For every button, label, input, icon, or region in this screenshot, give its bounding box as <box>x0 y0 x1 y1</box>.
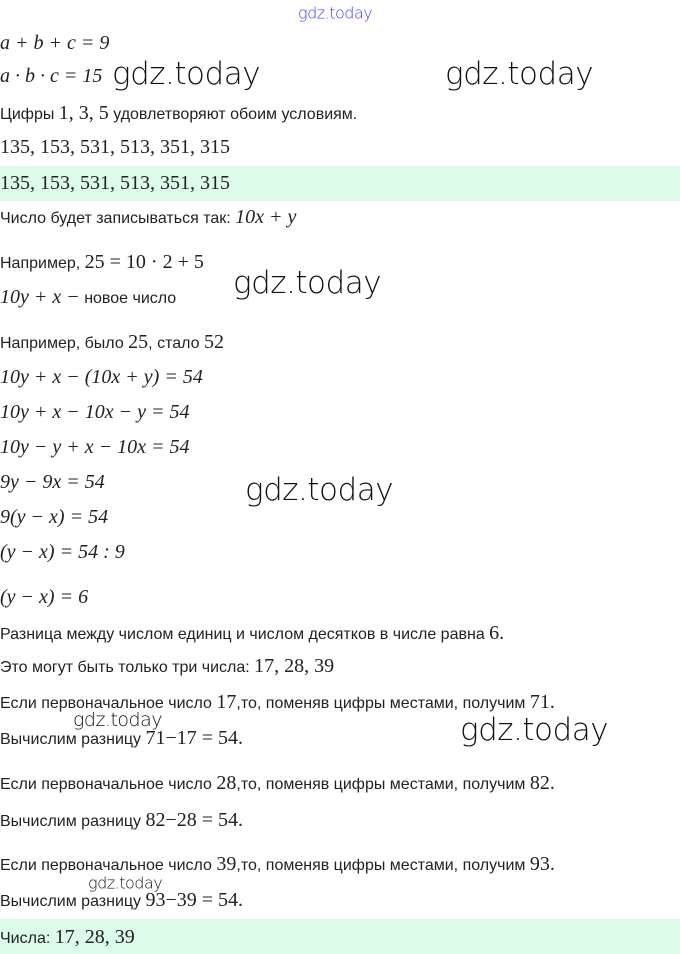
math-expression: 17, 28, 39 <box>54 926 135 948</box>
math-expression: 93. <box>529 853 555 875</box>
text-segment: ,то, поменяв цифры местами, получим <box>236 695 530 712</box>
math-expression: 25 = 10 · 2 + 5 <box>84 251 204 273</box>
watermark: gdz.today <box>460 712 609 748</box>
text-line: Это могут быть только три числа: 17, 28,… <box>0 655 334 679</box>
math-expression: 10y − y + x − 10x = 54 <box>0 436 190 458</box>
math-expression: 10y + x − (10x + y) = 54 <box>0 366 203 388</box>
math-expression: 25 <box>128 331 149 353</box>
math-expression: 135, 153, 531, 513, 351, 315 <box>0 136 230 158</box>
text-line: 9(y − x) = 54 <box>0 506 108 530</box>
watermark-top: gdz.today <box>298 3 373 23</box>
watermark: gdz.today <box>233 265 382 301</box>
answer-highlight-1 <box>0 166 680 201</box>
text-line: Вычислим разницу 82−28 = 54. <box>0 809 243 833</box>
answer-highlight-2 <box>0 919 680 954</box>
math-expression: 71. <box>529 691 555 713</box>
text-line: Разница между числом единиц и числом дес… <box>0 622 504 646</box>
math-expression: 10y + x − <box>0 286 80 308</box>
text-segment: Например, было <box>0 335 129 352</box>
math-expression: 82−28 = 54. <box>145 809 244 831</box>
math-expression: 9y − 9x = 54 <box>0 471 105 493</box>
text-line: 10y + x − 10x − y = 54 <box>0 401 190 425</box>
text-line: Если первоначальное число 17,то, поменяв… <box>0 691 555 715</box>
math-expression: 10x + y <box>235 206 297 228</box>
text-segment: ,то, поменяв цифры местами, получим <box>236 857 530 874</box>
text-segment: Цифры <box>0 106 59 123</box>
text-line: Если первоначальное число 39,то, поменяв… <box>0 853 555 877</box>
text-line: Например, было 25, стало 52 <box>0 331 224 355</box>
math-expression: 1, 3, 5 <box>58 102 109 124</box>
text-line: Вычислим разницу 71−17 = 54. <box>0 727 243 751</box>
math-expression: 9(y − x) = 54 <box>0 506 109 528</box>
text-line: (y − x) = 54 : 9 <box>0 541 125 565</box>
text-line: 135, 153, 531, 513, 351, 315 <box>0 136 230 160</box>
text-segment: удовлетворяют обоим условиям. <box>108 106 358 123</box>
text-line: Если первоначальное число 28,то, поменяв… <box>0 772 555 796</box>
text-segment: Вычислим разницу <box>0 893 146 910</box>
watermark: gdz.today <box>112 56 261 92</box>
text-segment: новое число <box>79 290 177 307</box>
math-expression: 39 <box>216 853 237 875</box>
text-line: Например, 25 = 10 · 2 + 5 <box>0 251 204 275</box>
text-line: Цифры 1, 3, 5 удовлетворяют обоим услови… <box>0 102 357 126</box>
watermark: gdz.today <box>73 709 163 731</box>
text-segment: Число будет записываться так: <box>0 210 236 227</box>
text-line: 135, 153, 531, 513, 351, 315 <box>0 172 230 196</box>
math-expression: 28 <box>216 772 237 794</box>
text-segment: Числа: <box>0 930 55 947</box>
math-expression: 93−39 = 54. <box>145 889 244 911</box>
text-segment: ,то, поменяв цифры местами, получим <box>236 776 530 793</box>
text-segment: , стало <box>148 335 204 352</box>
text-line: Числа: 17, 28, 39 <box>0 926 135 950</box>
text-segment: Это могут быть только три числа: <box>0 659 255 676</box>
math-expression: 17 <box>216 691 237 713</box>
math-expression: 10y + x − 10x − y = 54 <box>0 401 190 423</box>
math-expression: a + b + c = 9 <box>0 32 110 54</box>
watermark: gdz.today <box>245 472 394 508</box>
math-expression: 17, 28, 39 <box>254 655 335 677</box>
math-expression: 52 <box>203 331 224 353</box>
text-segment: Если первоначальное число <box>0 695 217 712</box>
text-line: 10y + x − (10x + y) = 54 <box>0 366 203 390</box>
math-expression: (y − x) = 6 <box>0 586 89 608</box>
text-line: Число будет записываться так: 10x + y <box>0 206 296 230</box>
watermark: gdz.today <box>445 56 594 92</box>
math-expression: 135, 153, 531, 513, 351, 315 <box>0 172 230 194</box>
math-expression: 71−17 = 54. <box>145 727 244 749</box>
text-segment: Например, <box>0 255 85 272</box>
math-expression: a · b · c = 15 <box>0 65 103 87</box>
text-line: 9y − 9x = 54 <box>0 471 105 495</box>
text-line: (y − x) = 6 <box>0 586 88 610</box>
text-line: Вычислим разницу 93−39 = 54. <box>0 889 243 913</box>
text-line: a · b · c = 15 <box>0 65 102 89</box>
text-line: 10y + x − новое число <box>0 286 176 310</box>
math-expression: (y − x) = 54 : 9 <box>0 541 125 563</box>
text-segment: Вычислим разницу <box>0 813 146 830</box>
text-line: a + b + c = 9 <box>0 32 109 56</box>
text-segment: Если первоначальное число <box>0 857 217 874</box>
math-expression: 6. <box>489 622 505 644</box>
text-segment: Разница между числом единиц и числом дес… <box>0 626 490 643</box>
math-expression: 82. <box>529 772 555 794</box>
text-line: 10y − y + x − 10x = 54 <box>0 436 190 460</box>
text-segment: Вычислим разницу <box>0 731 146 748</box>
text-segment: Если первоначальное число <box>0 776 217 793</box>
watermark: gdz.today <box>88 873 163 893</box>
